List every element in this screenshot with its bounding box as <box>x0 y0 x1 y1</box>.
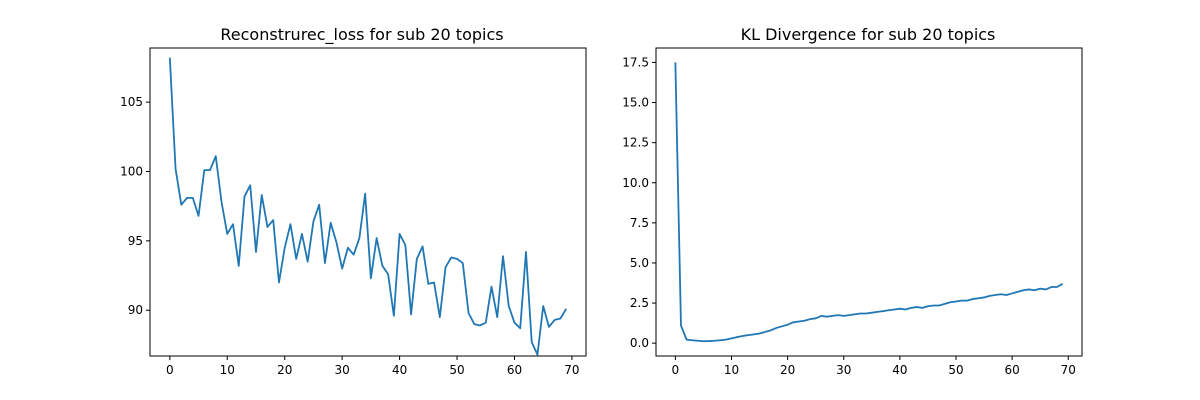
x-tick-label: 20 <box>277 363 292 377</box>
y-tick-label: 5.0 <box>630 256 649 270</box>
x-tick-label: 0 <box>166 363 174 377</box>
x-tick-label: 10 <box>724 363 739 377</box>
y-tick-label: 17.5 <box>622 55 649 69</box>
y-tick-label: 105 <box>120 95 143 109</box>
x-tick-label: 60 <box>507 363 522 377</box>
x-tick-label: 40 <box>392 363 407 377</box>
chart-title: Reconstrurec_loss for sub 20 topics <box>220 25 503 45</box>
axes: 0 10 20 30 40 50 60 70 0.0 2.5 5.0 7.5 10.0 12.5 15.0 1… <box>622 47 1083 377</box>
x-tick-label: 50 <box>948 363 963 377</box>
x-tick-label: 40 <box>892 363 907 377</box>
x-tick-label: 70 <box>1061 363 1076 377</box>
x-tick-label: 30 <box>836 363 851 377</box>
y-tick-label: 100 <box>120 164 143 178</box>
series-line <box>168 57 567 356</box>
kl-divergence-chart: KL Divergence for sub 20 topics 0 10 20 30 4… <box>622 25 1083 377</box>
x-tick-label: 70 <box>564 363 579 377</box>
chart-title: KL Divergence for sub 20 topics <box>741 25 996 44</box>
plot-frame <box>655 47 1083 357</box>
series-line <box>674 62 1064 343</box>
y-tick-label: 10.0 <box>622 176 649 190</box>
y-tick-label: 0.0 <box>630 336 649 350</box>
y-tick-label: 95 <box>128 234 143 248</box>
x-tick-label: 20 <box>780 363 795 377</box>
axes: 0 10 20 30 40 50 60 70 90 95 100 105 <box>120 47 587 377</box>
plot-frame <box>149 47 587 357</box>
y-tick-label: 90 <box>128 303 143 317</box>
x-tick-label: 30 <box>335 363 350 377</box>
x-tick-label: 0 <box>672 363 680 377</box>
x-tick-label: 50 <box>449 363 464 377</box>
y-tick-label: 2.5 <box>630 296 649 310</box>
x-tick-label: 10 <box>220 363 235 377</box>
reconstruction-loss-chart: Reconstrurec_loss for sub 20 topics 0 10 2… <box>120 25 587 377</box>
y-tick-label: 15.0 <box>622 96 649 110</box>
y-tick-label: 12.5 <box>622 136 649 150</box>
y-tick-label: 7.5 <box>630 216 649 230</box>
x-tick-label: 60 <box>1004 363 1019 377</box>
